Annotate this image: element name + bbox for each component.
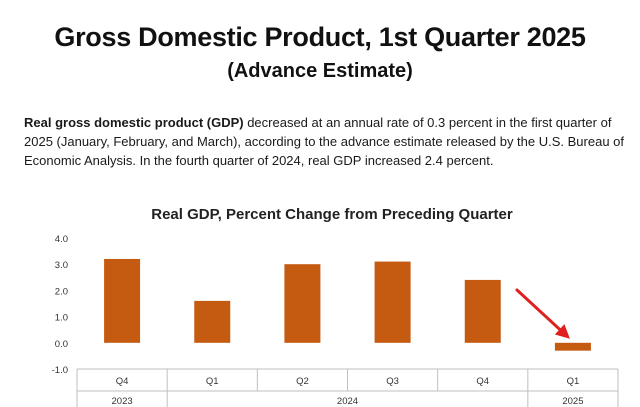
y-tick-label: 1.0 [55,313,68,324]
x-tick-label: Q3 [386,376,399,387]
x-tick-label: Q4 [476,376,489,387]
x-tick-label: Q1 [567,376,580,387]
y-tick-label: 3.0 [55,260,68,271]
x-tick-label: Q4 [116,376,129,387]
bar [284,264,321,343]
x-tick-label: Q2 [296,376,309,387]
chart-title: Real GDP, Percent Change from Preceding … [151,206,513,223]
x-group-label: 2025 [562,396,583,407]
x-tick-label: Q1 [206,376,219,387]
y-tick-label: 2.0 [55,286,68,297]
summary-paragraph: Real gross domestic product (GDP) decrea… [24,113,624,170]
bar [374,261,411,343]
y-tick-label: 0.0 [55,339,68,350]
annotation-arrow-head [554,324,570,339]
summary-text: decreased at an annual rate of 0.3 perce… [24,115,625,168]
y-tick-label: -1.0 [52,365,68,376]
summary-bold-lead: Real gross domestic product (GDP) [24,115,244,130]
bar [554,342,591,351]
bar [464,279,501,343]
bar [194,300,231,343]
x-group-label: 2024 [337,396,358,407]
x-group-label: 2023 [112,396,133,407]
bar [104,258,141,343]
annotation-arrow-shaft [515,288,562,331]
page-subtitle: (Advance Estimate) [227,60,413,82]
page-title: Gross Domestic Product, 1st Quarter 2025 [54,22,586,52]
y-tick-label: 4.0 [55,234,68,245]
